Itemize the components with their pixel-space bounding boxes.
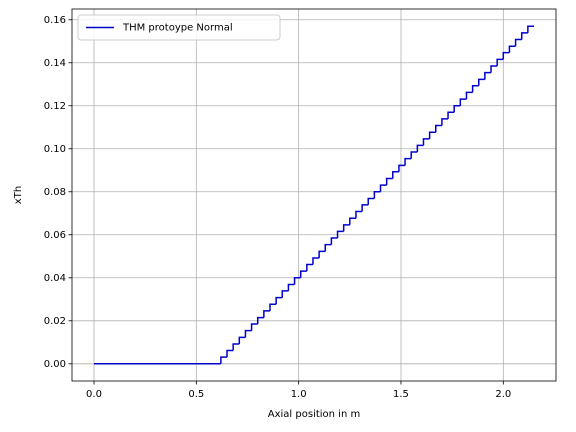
- line-step: [226, 349, 234, 358]
- line-step: [281, 290, 289, 298]
- line-step: [373, 191, 381, 199]
- line-step: [330, 237, 338, 245]
- y-tick-label: 0.14: [44, 58, 66, 69]
- legend-box: [77, 14, 281, 41]
- line-step: [275, 296, 283, 305]
- y-tick-label: 0.16: [44, 15, 66, 26]
- line-step: [484, 71, 492, 80]
- line-step: [385, 177, 393, 186]
- line-step: [520, 32, 528, 40]
- line-step: [306, 263, 313, 272]
- line-step: [404, 157, 412, 166]
- y-tick-label: 0.04: [44, 273, 66, 284]
- line-step: [477, 78, 485, 86]
- line-step: [349, 217, 356, 225]
- line-step: [361, 204, 369, 212]
- line-step: [312, 257, 320, 265]
- line-step: [269, 303, 277, 311]
- line-step: [232, 343, 240, 351]
- line-step: [355, 210, 363, 219]
- line-step: [293, 277, 301, 285]
- y-tick-label: 0.06: [44, 230, 66, 241]
- y-tick-label: 0.10: [44, 144, 66, 155]
- y-tick-label: 0.08: [44, 187, 66, 198]
- line-step: [342, 224, 350, 232]
- line-step: [238, 336, 246, 345]
- line-step: [244, 329, 252, 338]
- x-tick-label: 1.0: [291, 389, 307, 400]
- line-step: [256, 316, 264, 325]
- axes-frame: [71, 8, 557, 382]
- line-step: [392, 171, 399, 179]
- line-step: [465, 91, 473, 100]
- y-tick-label: 0.00: [44, 359, 66, 370]
- line-step: [496, 58, 504, 66]
- line-step: [398, 164, 406, 172]
- x-tick-label: 1.5: [393, 389, 409, 400]
- y-tick-label: 0.02: [44, 316, 66, 327]
- y-tick-label: 0.12: [44, 101, 66, 112]
- line-step: [422, 138, 430, 146]
- x-tick-label: 0.0: [86, 389, 102, 400]
- line-step: [459, 98, 467, 106]
- line-step: [441, 118, 449, 126]
- line-step: [416, 144, 424, 152]
- x-tick-label: 0.5: [188, 389, 204, 400]
- line-step: [453, 105, 461, 113]
- line-step: [220, 356, 228, 364]
- line-step: [299, 270, 307, 278]
- x-tick-label: 2.0: [495, 389, 511, 400]
- line-step: [447, 111, 455, 119]
- line-step: [263, 310, 270, 318]
- y-axis-label: xTh: [13, 186, 24, 204]
- line-step: [502, 51, 510, 60]
- line-step: [514, 38, 522, 47]
- line-step: [508, 45, 516, 53]
- line-step: [490, 65, 498, 73]
- x-axis-label: Axial position in m: [268, 409, 360, 420]
- line-step: [324, 243, 332, 252]
- line-step: [287, 283, 295, 291]
- line-step: [527, 25, 534, 33]
- line-step: [435, 124, 442, 133]
- line-step: [428, 131, 436, 139]
- legend-label: THM protoype Normal: [122, 23, 233, 34]
- line-step: [410, 151, 418, 159]
- line-step: [336, 230, 344, 239]
- line-step: [379, 184, 387, 192]
- line-step: [471, 85, 479, 93]
- line-step: [250, 323, 258, 331]
- line-step: [367, 197, 375, 205]
- line-step: [318, 250, 326, 259]
